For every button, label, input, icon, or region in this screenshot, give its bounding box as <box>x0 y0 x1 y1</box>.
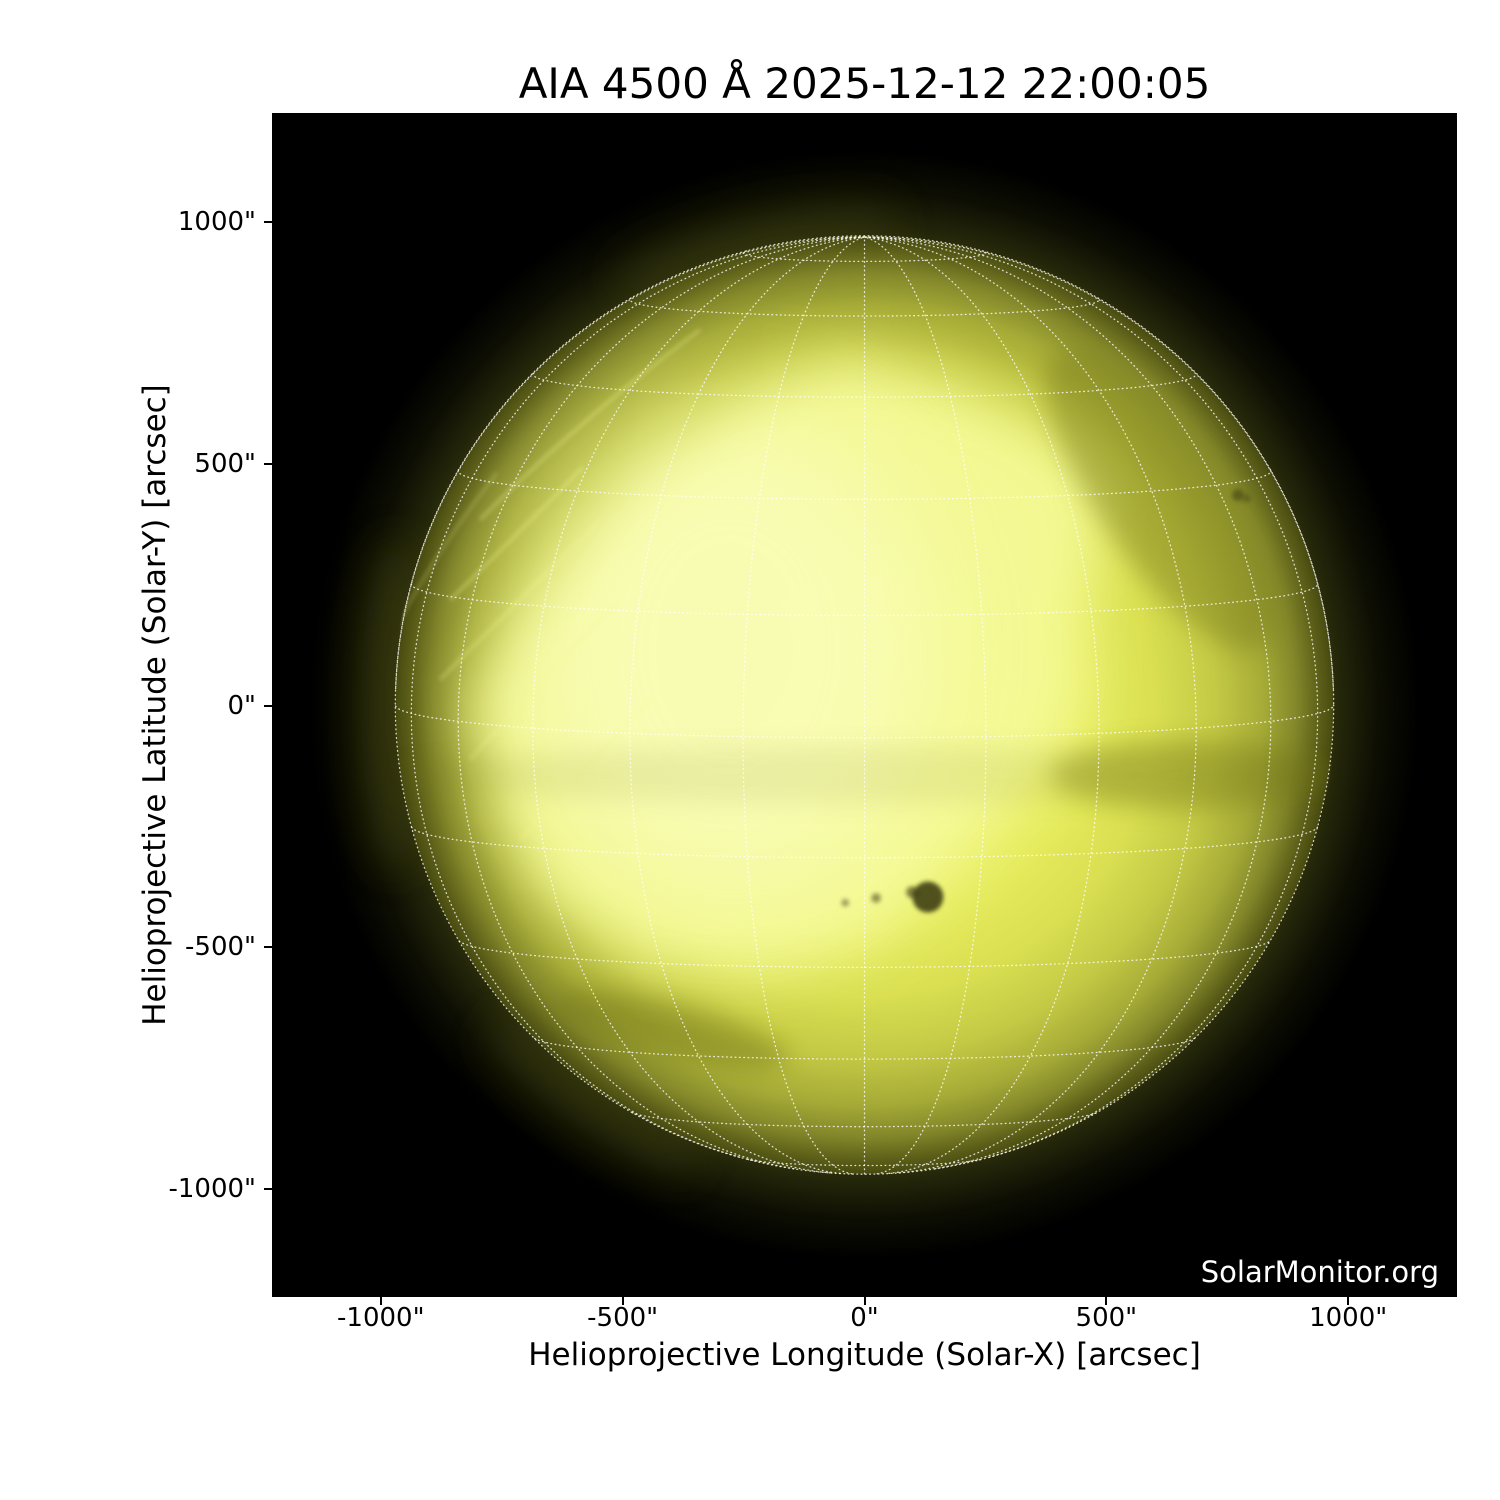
y-tick-mark <box>264 1188 272 1191</box>
x-tick-label: 1000" <box>1309 1303 1388 1333</box>
y-tick-mark <box>264 220 272 223</box>
y-tick-mark <box>264 462 272 465</box>
x-tick-mark <box>1105 1297 1108 1305</box>
watermark: SolarMonitor.org <box>1200 1255 1439 1289</box>
solar-disk-image <box>310 151 1419 1259</box>
x-tick-label: -1000" <box>337 1303 425 1333</box>
y-tick-mark <box>264 946 272 949</box>
y-tick-label: 1000" <box>177 206 256 237</box>
plot-title: AIA 4500 Å 2025-12-12 22:00:05 <box>518 59 1211 108</box>
y-tick-label: -500" <box>185 932 256 963</box>
x-axis-label: Helioprojective Longitude (Solar-X) [arc… <box>528 1337 1201 1373</box>
x-tick-label: 0" <box>850 1303 879 1333</box>
y-tick-label: 500" <box>194 448 256 479</box>
y-tick-label: 0" <box>227 690 256 721</box>
x-tick-label: -500" <box>587 1303 659 1333</box>
y-tick-label: -1000" <box>168 1174 256 1205</box>
x-tick-mark <box>621 1297 624 1305</box>
x-tick-label: 500" <box>1075 1303 1138 1333</box>
y-tick-mark <box>264 704 272 707</box>
x-tick-mark <box>863 1297 866 1305</box>
plot-area: SolarMonitor.org <box>272 113 1457 1297</box>
x-tick-mark <box>1347 1297 1350 1305</box>
x-tick-mark <box>379 1297 382 1305</box>
